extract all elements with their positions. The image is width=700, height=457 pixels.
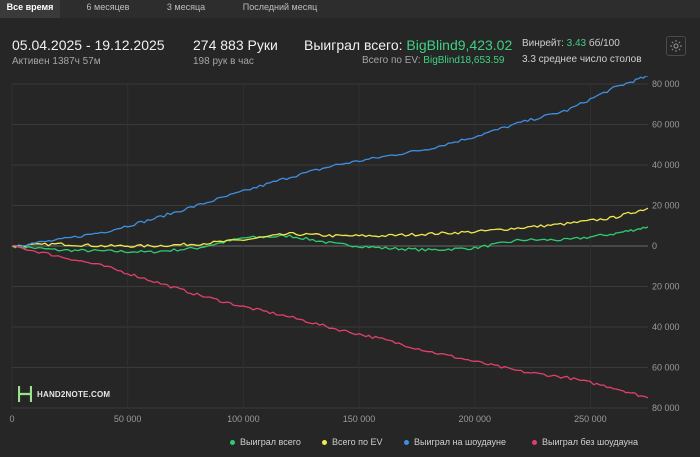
x-tick-label: 100 000 bbox=[227, 414, 260, 424]
legend-dot bbox=[230, 440, 235, 446]
series-line-2 bbox=[11, 76, 649, 247]
legend-showdown[interactable]: Выиграл на шоудауне bbox=[404, 437, 506, 447]
y-tick-label: 60 000 bbox=[652, 120, 680, 130]
won-total-value: BigBlind9,423.02 bbox=[406, 37, 513, 53]
won-total-label: Выиграл всего: bbox=[304, 37, 403, 53]
y-tick-label: 40 000 bbox=[652, 160, 680, 170]
series-line-1 bbox=[11, 207, 649, 248]
x-tick-label: 0 bbox=[9, 414, 14, 424]
tab-bar: Все время 6 месяцев 3 месяца Последний м… bbox=[0, 0, 700, 18]
hand2note-logo: HAND2NOTE.COM bbox=[18, 385, 110, 403]
series-line-3 bbox=[11, 244, 649, 399]
winrate-label: Винрейт: bbox=[522, 38, 564, 49]
legend-label: Выиграл на шоудауне bbox=[414, 437, 506, 447]
hand2note-logo-icon bbox=[18, 386, 32, 402]
active-time: Активен 1387ч 57м bbox=[12, 56, 101, 67]
ev-total: Всего по EV: BigBlind18,653.59 bbox=[362, 55, 504, 66]
legend-non-showdown[interactable]: Выиграл без шоудауна bbox=[532, 437, 638, 447]
y-tick-label: 40 000 bbox=[652, 322, 680, 332]
winrate-value: 3.43 bbox=[566, 38, 587, 49]
legend-ev-total[interactable]: Всего по EV bbox=[322, 437, 382, 447]
y-tick-label: 80 000 bbox=[652, 403, 680, 413]
y-tick-label: 20 000 bbox=[652, 201, 680, 211]
tab-6-months[interactable]: 6 месяцев bbox=[86, 2, 130, 12]
avg-tables: 3.3 среднее число столов bbox=[522, 54, 642, 65]
profit-chart: 80 000 60 000 40 000 20 000 0 20 000 40 000 60 … bbox=[9, 76, 680, 424]
x-tick-label: 150 000 bbox=[343, 414, 376, 424]
ev-label: Всего по EV: bbox=[362, 55, 421, 66]
legend-dot bbox=[532, 440, 537, 446]
date-range: 05.04.2025 - 19.12.2025 bbox=[12, 37, 165, 53]
winrate-unit: бб/100 bbox=[588, 38, 620, 49]
hands-per-hour: 198 рук в час bbox=[193, 56, 254, 67]
y-tick-label: 0 bbox=[652, 241, 657, 251]
legend-dot bbox=[322, 440, 327, 446]
settings-button[interactable] bbox=[666, 36, 686, 56]
logo-text: HAND2NOTE.COM bbox=[37, 389, 111, 399]
y-tick-label: 20 000 bbox=[652, 282, 680, 292]
y-tick-label: 80 000 bbox=[652, 79, 680, 89]
gear-icon bbox=[670, 40, 682, 52]
hands-count: 274 883 Руки bbox=[193, 37, 278, 53]
y-tick-label: 60 000 bbox=[652, 363, 680, 373]
won-total: Выиграл всего: BigBlind9,423.02 bbox=[304, 37, 512, 53]
tab-last-month[interactable]: Последний месяц bbox=[242, 2, 318, 12]
legend-label: Выиграл без шоудауна bbox=[542, 437, 638, 447]
winrate: Винрейт: 3.43 бб/100 bbox=[522, 38, 620, 49]
legend-dot bbox=[404, 440, 409, 446]
tab-all-time[interactable]: Все время bbox=[0, 0, 60, 18]
legend-won-total[interactable]: Выиграл всего bbox=[230, 437, 301, 447]
series-line-0 bbox=[11, 226, 649, 254]
ev-value: BigBlind18,653.59 bbox=[423, 55, 505, 66]
tab-3-months[interactable]: 3 месяца bbox=[166, 2, 206, 12]
legend-label: Выиграл всего bbox=[240, 437, 301, 447]
x-tick-label: 50 000 bbox=[114, 414, 142, 424]
legend-label: Всего по EV bbox=[332, 437, 383, 447]
x-tick-label: 200 000 bbox=[458, 414, 491, 424]
x-tick-label: 250 000 bbox=[574, 414, 607, 424]
